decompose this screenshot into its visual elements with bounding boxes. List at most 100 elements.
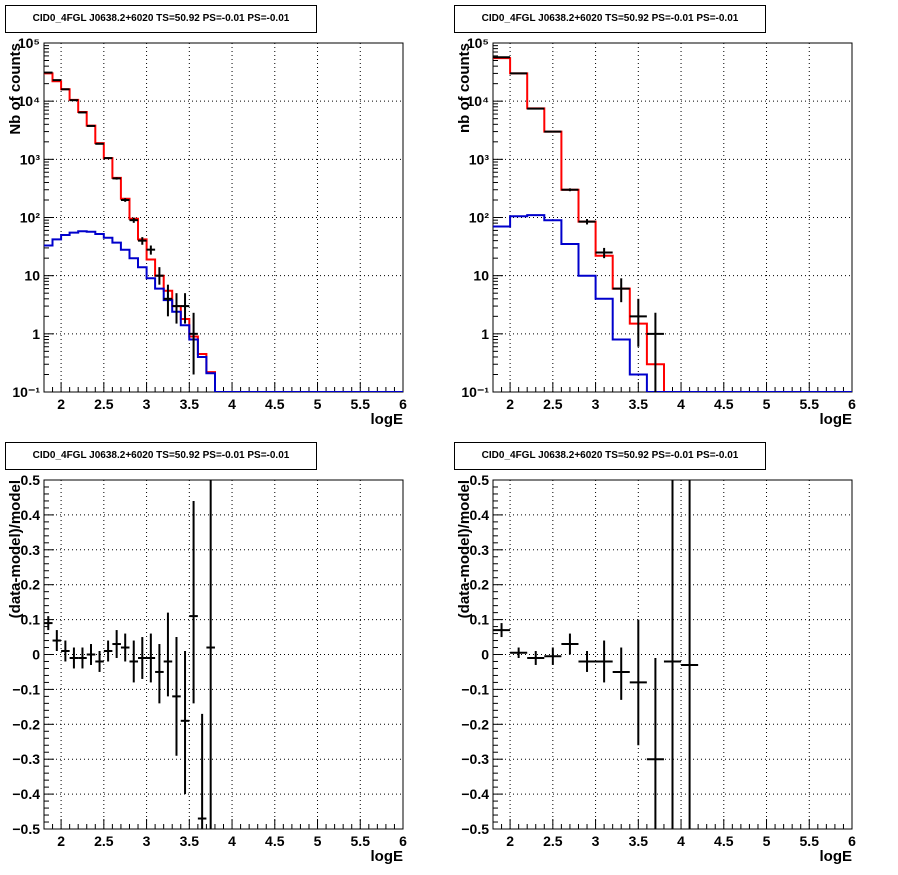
- data-point: [544, 130, 562, 133]
- data-point: [69, 647, 79, 669]
- x-tick-label: 2.5: [543, 396, 563, 412]
- data-point: [172, 293, 181, 324]
- x-tick-label: 3.5: [180, 396, 200, 412]
- data-point: [112, 630, 121, 658]
- data-point: [95, 142, 104, 145]
- plot-frame: [43, 42, 404, 393]
- y-tick-label: 0.4: [21, 507, 41, 523]
- y-tick-label: 0.4: [470, 507, 490, 523]
- data-point: [103, 157, 113, 160]
- y-tick-label: −0.4: [461, 786, 489, 802]
- x-axis-label: logE: [820, 411, 853, 428]
- y-tick-label: −0.1: [461, 681, 489, 697]
- y-tick-label: 10⁻¹: [12, 384, 40, 400]
- data-point: [112, 177, 121, 180]
- x-tick-label: 6: [399, 833, 407, 849]
- y-tick-label: 0.3: [470, 542, 490, 558]
- data-point: [172, 637, 181, 756]
- y-tick-label: −0.1: [12, 681, 40, 697]
- y-tick-label: 0.2: [470, 577, 490, 593]
- y-tick-label: 10⁵: [18, 35, 40, 51]
- chart-panel-1: 2 2.5 3 3.5 4 4.5 5 5.5 6 10⁻¹ 1 10 10² 10³ 10⁴ 10⁵ logE…: [456, 35, 856, 428]
- data-point: [146, 633, 156, 683]
- chart-title-bottom-right: CID0_4FGL J0638.2+6020 TS=50.92 PS=-0.01…: [454, 442, 766, 470]
- plot-frame: [43, 479, 404, 830]
- data-point: [612, 647, 630, 700]
- data-point: [103, 640, 113, 662]
- data-point: [86, 644, 96, 665]
- y-axis-label: Nb of counts: [7, 43, 24, 135]
- data-point: [646, 657, 664, 829]
- data-point: [78, 647, 87, 669]
- y-axis-label: (data-model)/model: [456, 480, 473, 618]
- data-point: [189, 312, 198, 375]
- data-point: [95, 651, 104, 672]
- data-point: [155, 267, 164, 285]
- chart-panel-0: 2 2.5 3 3.5 4 4.5 5 5.5 6 10⁻¹ 1 10 10² 10³ 10⁴ 10⁵ logE…: [7, 35, 407, 428]
- data-point: [120, 633, 130, 662]
- x-tick-label: 4: [228, 396, 236, 412]
- data-point: [163, 284, 173, 317]
- plot-frame: [492, 42, 853, 393]
- y-tick-label: 1: [32, 326, 40, 342]
- x-tick-label: 4: [228, 833, 236, 849]
- series-1-step-line: [493, 214, 852, 392]
- y-tick-label: 10³: [469, 151, 490, 167]
- data-point: [681, 480, 699, 829]
- x-tick-label: 6: [399, 396, 407, 412]
- y-tick-label: −0.5: [461, 821, 489, 837]
- x-tick-label: 4.5: [714, 396, 734, 412]
- data-point: [527, 651, 545, 665]
- y-tick-label: 10: [24, 268, 40, 284]
- y-tick-label: 1: [481, 326, 489, 342]
- x-tick-label: 4: [677, 396, 685, 412]
- y-tick-label: 0.1: [470, 612, 490, 628]
- data-point: [206, 480, 215, 829]
- x-axis-label: logE: [371, 848, 404, 865]
- data-point: [646, 312, 664, 392]
- data-point: [578, 219, 596, 225]
- y-tick-label: 0: [481, 647, 489, 663]
- chart-panel-2: 2 2.5 3 3.5 4 4.5 5 5.5 6 −0.5 −0.4 −0.3 −0.2 −0.1 0 0.…: [7, 472, 407, 865]
- y-axis-label: (data-model)/model: [7, 480, 24, 618]
- data-point: [138, 237, 147, 245]
- data-point: [561, 188, 579, 192]
- y-tick-label: 10³: [20, 151, 41, 167]
- y-tick-label: 10²: [20, 210, 41, 226]
- x-tick-label: 2: [506, 833, 514, 849]
- x-axis-label: logE: [820, 848, 853, 865]
- y-tick-label: 10⁴: [18, 93, 41, 109]
- x-tick-label: 3: [143, 833, 151, 849]
- data-point: [197, 713, 207, 829]
- data-point: [146, 245, 156, 255]
- y-tick-label: 0.5: [21, 472, 41, 488]
- data-point: [663, 480, 682, 829]
- x-tick-label: 4.5: [265, 833, 285, 849]
- y-tick-label: 10⁵: [467, 35, 489, 51]
- x-tick-label: 2: [506, 396, 514, 412]
- chart-title-top-left: CID0_4FGL J0638.2+6020 TS=50.92 PS=-0.01…: [5, 5, 317, 33]
- y-tick-label: 0.2: [21, 577, 41, 593]
- data-point: [189, 500, 198, 704]
- data-point: [129, 640, 139, 683]
- x-axis-label: logE: [371, 411, 404, 428]
- x-tick-label: 5: [314, 396, 322, 412]
- x-tick-label: 5.5: [351, 833, 371, 849]
- x-tick-label: 2.5: [94, 396, 114, 412]
- y-tick-label: 10⁻¹: [461, 384, 489, 400]
- x-tick-label: 4: [677, 833, 685, 849]
- x-tick-label: 2: [57, 833, 65, 849]
- data-point: [510, 647, 528, 658]
- x-tick-label: 6: [848, 396, 856, 412]
- x-tick-label: 2.5: [543, 833, 563, 849]
- x-tick-label: 5: [763, 833, 771, 849]
- data-point: [129, 217, 139, 223]
- data-point: [44, 616, 53, 631]
- y-tick-label: −0.3: [12, 751, 40, 767]
- x-tick-label: 6: [848, 833, 856, 849]
- series-0-step-line: [44, 72, 403, 392]
- data-point: [120, 198, 130, 202]
- data-point: [544, 647, 562, 665]
- y-tick-label: 10: [473, 268, 489, 284]
- y-tick-label: 10²: [469, 210, 490, 226]
